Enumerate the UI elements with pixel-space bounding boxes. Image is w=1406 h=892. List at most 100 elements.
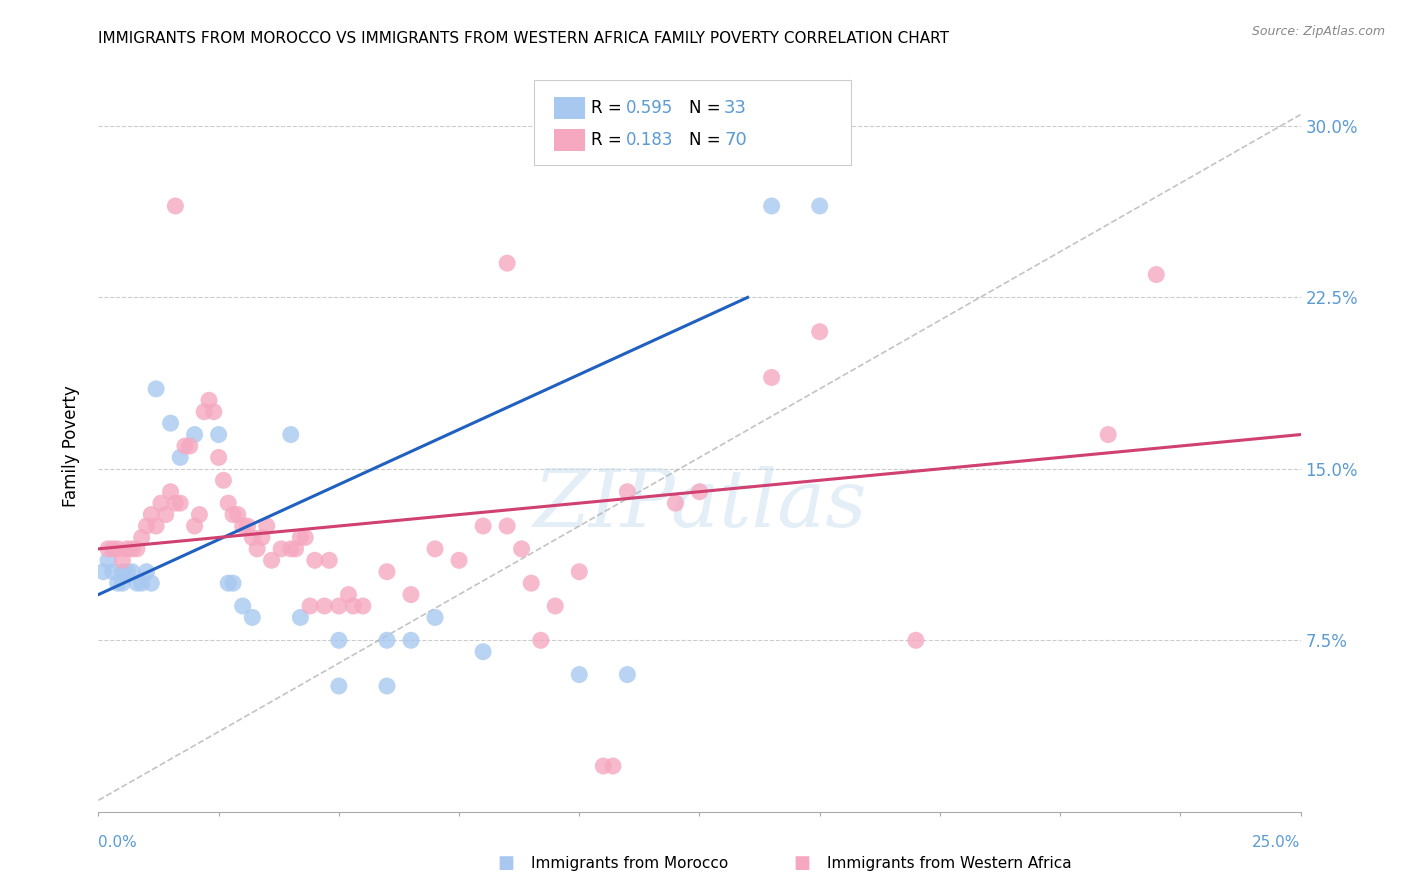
Point (544, 599, 567, 613)
Point (447, 553, 470, 567)
Text: N =: N = (689, 99, 725, 117)
Point (222, 508, 245, 522)
Point (375, 633, 398, 648)
Point (280, 541, 302, 556)
Point (260, 553, 283, 567)
Text: N =: N = (689, 131, 725, 149)
Point (602, 759, 624, 773)
Point (904, 633, 927, 648)
Point (342, 599, 364, 613)
Y-axis label: Family Poverty: Family Poverty (62, 385, 80, 507)
Point (472, 645, 495, 659)
Point (337, 588, 360, 602)
Point (1144, 268, 1167, 282)
Point (808, 199, 831, 213)
Point (423, 610, 446, 624)
Point (159, 484, 181, 499)
Point (217, 496, 239, 510)
Text: 25.0%: 25.0% (1253, 836, 1301, 850)
Point (226, 508, 249, 522)
Point (107, 541, 129, 556)
Point (375, 679, 398, 693)
Point (328, 679, 350, 693)
Text: ■: ■ (498, 855, 515, 872)
Point (761, 199, 783, 213)
Point (246, 541, 269, 556)
Point (530, 633, 553, 648)
Point (111, 553, 134, 567)
Point (193, 405, 215, 419)
Point (121, 565, 143, 579)
Point (131, 530, 153, 544)
Point (135, 519, 157, 533)
Point (111, 565, 134, 579)
Text: R =: R = (591, 131, 631, 149)
Text: 0.595: 0.595 (626, 99, 673, 117)
Text: R =: R = (591, 99, 627, 117)
Point (294, 530, 316, 544)
Point (121, 541, 143, 556)
Point (159, 416, 181, 430)
Point (107, 576, 129, 591)
Point (135, 565, 157, 579)
Point (183, 427, 205, 442)
Point (284, 541, 307, 556)
Text: 0.183: 0.183 (626, 131, 673, 149)
Point (111, 576, 134, 591)
Point (290, 610, 312, 624)
Point (117, 565, 139, 579)
Point (145, 382, 167, 396)
Point (145, 519, 167, 533)
Text: Immigrants from Western Africa: Immigrants from Western Africa (827, 856, 1071, 871)
Point (202, 405, 225, 419)
Text: 70: 70 (724, 131, 747, 149)
Point (141, 508, 163, 522)
Point (208, 427, 231, 442)
Point (520, 576, 543, 591)
Point (568, 565, 591, 579)
Point (117, 541, 139, 556)
Point (256, 519, 278, 533)
Point (174, 439, 197, 453)
Point (423, 541, 446, 556)
Point (250, 530, 273, 544)
Point (375, 565, 398, 579)
Point (761, 370, 783, 384)
Point (314, 599, 336, 613)
Point (232, 599, 254, 613)
Point (496, 519, 519, 533)
Point (97, 541, 120, 556)
Point (328, 633, 350, 648)
Point (472, 519, 495, 533)
Point (616, 667, 638, 681)
Point (131, 576, 153, 591)
Point (496, 256, 519, 270)
Point (155, 508, 177, 522)
Point (97, 553, 120, 567)
Point (125, 541, 148, 556)
Point (101, 541, 124, 556)
Point (1097, 427, 1119, 442)
Point (328, 599, 350, 613)
Text: Immigrants from Morocco: Immigrants from Morocco (531, 856, 728, 871)
Point (399, 588, 422, 602)
Point (165, 496, 187, 510)
Point (664, 496, 686, 510)
Point (616, 484, 638, 499)
Point (183, 519, 205, 533)
Text: 0.0%: 0.0% (98, 836, 138, 850)
Point (179, 439, 201, 453)
Point (91, 565, 114, 579)
Point (165, 199, 187, 213)
Point (592, 759, 614, 773)
Point (222, 576, 245, 591)
Text: IMMIGRANTS FROM MOROCCO VS IMMIGRANTS FROM WESTERN AFRICA FAMILY POVERTY CORRELA: IMMIGRANTS FROM MOROCCO VS IMMIGRANTS FR… (98, 31, 949, 46)
Point (240, 610, 263, 624)
Point (101, 565, 124, 579)
Point (169, 496, 191, 510)
Point (208, 450, 231, 465)
Point (399, 633, 422, 648)
Text: ZIPatlas: ZIPatlas (533, 466, 866, 543)
Point (298, 599, 321, 613)
Point (352, 599, 374, 613)
